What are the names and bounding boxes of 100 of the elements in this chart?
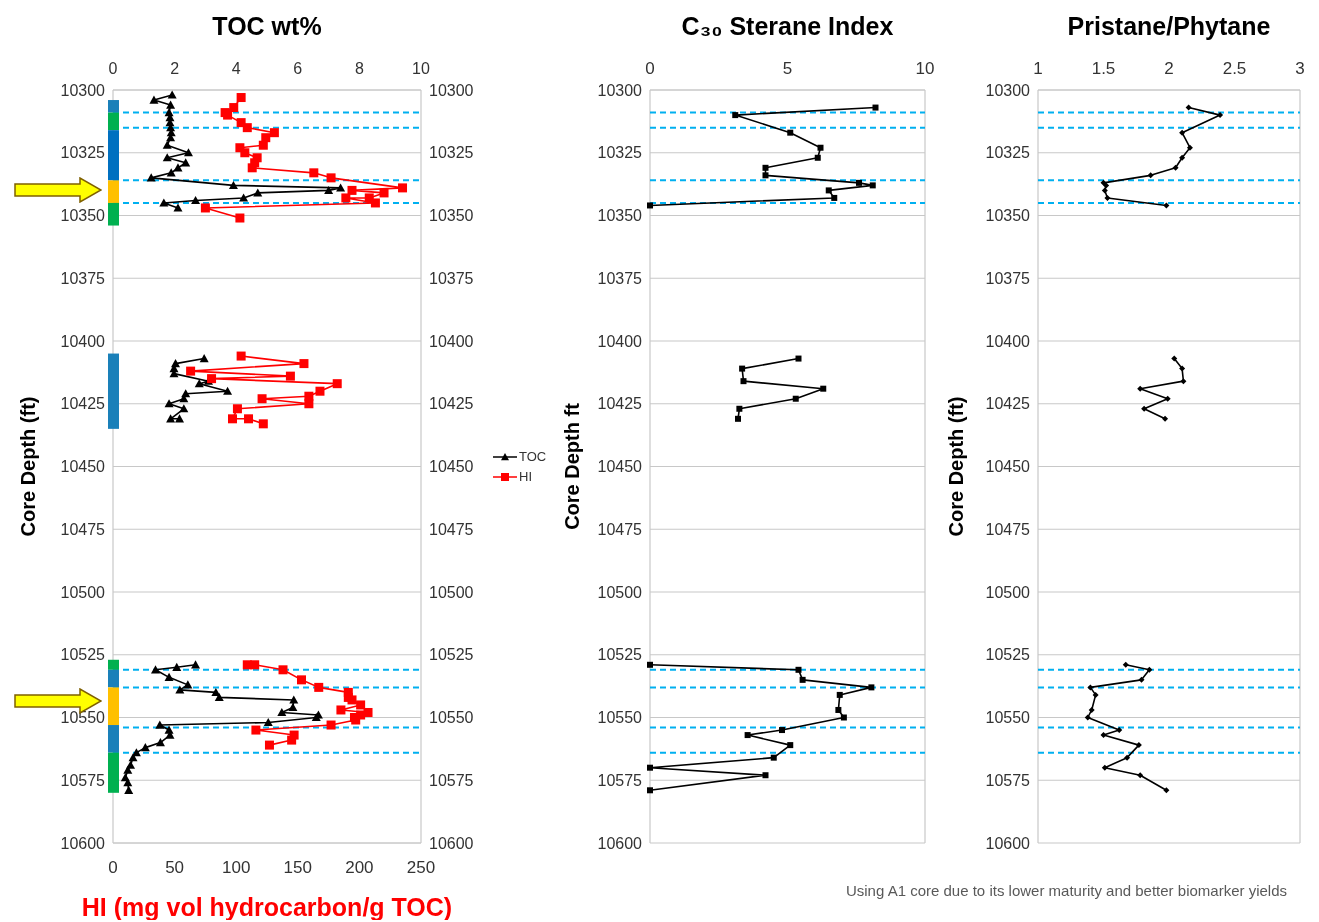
y-tick-label: 10500: [597, 583, 643, 601]
y-tick-label: 10425: [60, 395, 106, 413]
x2-tick-label: 4: [231, 60, 241, 77]
y2-tick-label: 10550: [429, 709, 474, 727]
y-tick-label: 10425: [597, 395, 643, 413]
point: [287, 735, 297, 745]
y-tick-label: 10300: [985, 81, 1031, 99]
point: [1164, 395, 1171, 402]
point: [186, 366, 196, 376]
point: [207, 374, 217, 384]
x-tick-label: 50: [165, 858, 185, 877]
y2-tick-label: 10325: [429, 144, 474, 162]
point: [740, 378, 747, 385]
point: [370, 198, 380, 208]
text: Using A1 core due to its lower maturity and better biomarker yields: [845, 882, 1287, 899]
point: [736, 405, 743, 412]
point: [264, 740, 274, 750]
x-tick-label: 1: [1033, 59, 1043, 78]
x-tick-label: 2.5: [1222, 59, 1247, 78]
point: [257, 394, 267, 404]
point: [1179, 129, 1186, 136]
y-tick-label: 10425: [985, 395, 1031, 413]
y-tick-label: 10350: [985, 207, 1031, 225]
y2-tick-label: 10375: [429, 269, 474, 287]
point: [336, 705, 346, 715]
y-tick-label: 10400: [985, 332, 1031, 350]
point: [792, 395, 799, 402]
point: [347, 695, 357, 705]
point: [332, 379, 342, 389]
point: [762, 772, 769, 779]
point: [1122, 661, 1129, 668]
y-tick-label: 10450: [597, 458, 643, 476]
point: [315, 386, 325, 396]
y2-tick-label: 10350: [429, 207, 474, 225]
y-tick-label: 10400: [597, 332, 643, 350]
y2-tick-label: 10475: [429, 520, 474, 538]
point: [787, 129, 794, 136]
point: [258, 140, 268, 150]
point: [251, 725, 261, 735]
y-tick-label: 10550: [985, 709, 1031, 727]
point: [235, 213, 245, 223]
point: [1137, 385, 1144, 392]
y-tick-label: 10400: [60, 332, 106, 350]
point: [1100, 732, 1107, 739]
y-tick-label: 10525: [985, 646, 1031, 664]
point: [1084, 714, 1091, 721]
point: [647, 202, 653, 209]
y2-tick-label: 10450: [429, 458, 474, 476]
x-tick-label: 250: [406, 858, 436, 877]
x2-tick-label: 6: [293, 60, 303, 77]
point: [799, 676, 806, 683]
y-axis-title: Core Depth (ft): [945, 396, 967, 537]
point: [795, 355, 802, 362]
point: [1088, 706, 1095, 713]
point: [762, 172, 769, 179]
point: [1138, 676, 1145, 683]
x-tick-label: 10: [915, 59, 935, 78]
point: [250, 660, 260, 670]
x-tick-label: 5: [782, 59, 793, 78]
point: [1186, 144, 1193, 151]
y2-tick-label: 10525: [429, 646, 474, 664]
x-tick-label: 200: [345, 858, 374, 877]
y-tick-label: 10525: [597, 646, 643, 664]
point: [1135, 742, 1142, 749]
y-tick-label: 10600: [60, 834, 106, 852]
point: [1180, 378, 1187, 385]
y2-tick-label: 10400: [429, 332, 474, 350]
chart-title: C₃₀ Sterane Index: [680, 12, 895, 41]
point: [1141, 405, 1148, 412]
point: [856, 179, 862, 186]
point: [1101, 764, 1108, 771]
point: [647, 787, 653, 794]
point: [1217, 112, 1224, 119]
y-tick-label: 10300: [597, 81, 643, 99]
point: [1116, 727, 1123, 734]
point: [835, 706, 842, 713]
y-tick-label: 10325: [597, 144, 643, 162]
y-axis-title: Core Depth ft: [561, 402, 583, 530]
point: [1185, 104, 1192, 111]
y2-tick-label: 10500: [429, 583, 474, 601]
point: [840, 714, 847, 721]
point: [787, 742, 794, 749]
y-tick-label: 10375: [985, 269, 1031, 287]
y-tick-label: 10575: [60, 771, 106, 789]
x-tick-label: 0: [108, 858, 118, 877]
chart-title: Pristane/Phytane: [1066, 12, 1272, 41]
y-tick-label: 10525: [60, 646, 106, 664]
y2-tick-label: 10575: [429, 771, 474, 789]
point: [869, 182, 876, 189]
point: [304, 399, 314, 409]
point: [770, 754, 777, 761]
point: [244, 414, 254, 424]
y2-tick-label: 10425: [429, 395, 474, 413]
y-axis-title: Core Depth (ft): [17, 396, 39, 537]
point: [326, 720, 336, 730]
point: [732, 112, 739, 119]
point: [814, 154, 821, 161]
point: [236, 93, 246, 103]
y-tick-label: 10500: [985, 583, 1031, 601]
point: [1092, 691, 1099, 698]
